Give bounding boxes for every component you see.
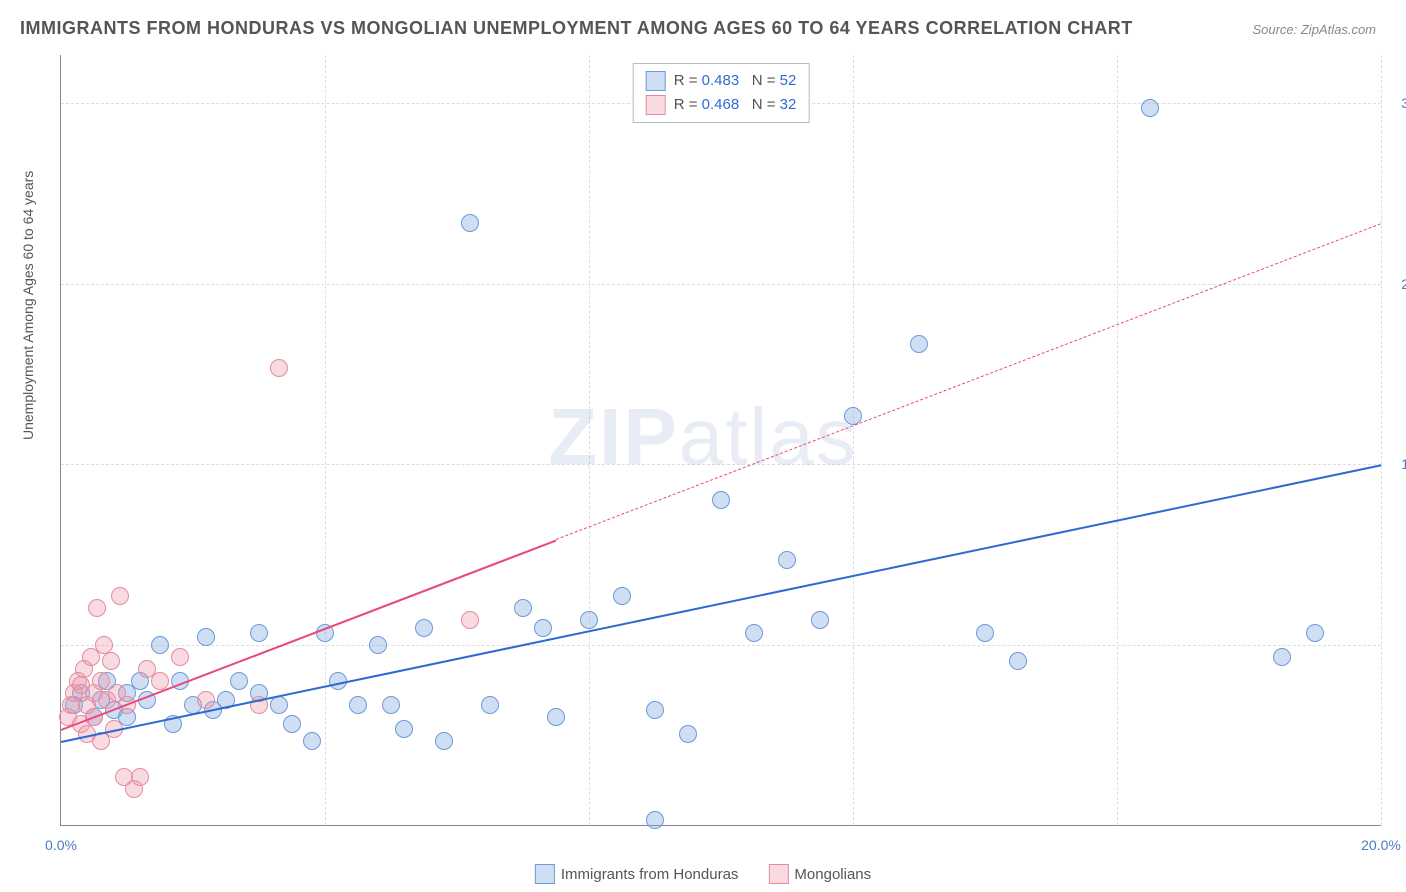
- scatter-point: [547, 708, 565, 726]
- scatter-point: [1141, 99, 1159, 117]
- scatter-point: [976, 624, 994, 642]
- scatter-point: [283, 715, 301, 733]
- scatter-point: [230, 672, 248, 690]
- legend-stats-text: R = 0.483 N = 52: [674, 69, 797, 93]
- legend-swatch: [646, 95, 666, 115]
- scatter-point: [171, 648, 189, 666]
- legend-swatch: [535, 864, 555, 884]
- scatter-point: [481, 696, 499, 714]
- source-label: Source: ZipAtlas.com: [1252, 22, 1376, 37]
- gridline-vertical: [325, 55, 326, 825]
- scatter-point: [514, 599, 532, 617]
- y-tick-label: 15.0%: [1386, 456, 1406, 472]
- scatter-point: [102, 652, 120, 670]
- scatter-point: [534, 619, 552, 637]
- legend-item: Mongolians: [768, 864, 871, 884]
- legend-stats-row: R = 0.468 N = 32: [646, 93, 797, 117]
- scatter-point: [580, 611, 598, 629]
- x-tick-label: 20.0%: [1361, 837, 1401, 853]
- legend-stats-row: R = 0.483 N = 52: [646, 69, 797, 93]
- scatter-point: [250, 624, 268, 642]
- scatter-point: [461, 214, 479, 232]
- gridline-horizontal: [61, 464, 1381, 465]
- scatter-point: [646, 701, 664, 719]
- scatter-point: [88, 599, 106, 617]
- scatter-point: [197, 628, 215, 646]
- scatter-point: [111, 587, 129, 605]
- scatter-point: [151, 636, 169, 654]
- legend-bottom: Immigrants from Honduras Mongolians: [535, 864, 871, 884]
- scatter-point: [151, 672, 169, 690]
- scatter-point: [646, 811, 664, 829]
- scatter-point: [435, 732, 453, 750]
- scatter-point: [382, 696, 400, 714]
- plot-area: 7.5%15.0%22.5%30.0%0.0%20.0%R = 0.483 N …: [60, 55, 1381, 826]
- scatter-point: [778, 551, 796, 569]
- legend-stats-text: R = 0.468 N = 32: [674, 93, 797, 117]
- scatter-point: [369, 636, 387, 654]
- scatter-point: [303, 732, 321, 750]
- scatter-point: [131, 768, 149, 786]
- legend-label: Mongolians: [794, 866, 871, 883]
- scatter-point: [1306, 624, 1324, 642]
- legend-swatch: [768, 864, 788, 884]
- y-tick-label: 7.5%: [1386, 637, 1406, 653]
- scatter-point: [1273, 648, 1291, 666]
- scatter-point: [1009, 652, 1027, 670]
- scatter-point: [679, 725, 697, 743]
- scatter-point: [270, 359, 288, 377]
- scatter-point: [197, 691, 215, 709]
- trendline: [556, 223, 1381, 540]
- gridline-horizontal: [61, 645, 1381, 646]
- legend-label: Immigrants from Honduras: [561, 866, 739, 883]
- chart-title: IMMIGRANTS FROM HONDURAS VS MONGOLIAN UN…: [20, 18, 1133, 39]
- scatter-point: [712, 491, 730, 509]
- y-axis-label: Unemployment Among Ages 60 to 64 years: [20, 171, 36, 440]
- gridline-horizontal: [61, 284, 1381, 285]
- gridline-vertical: [589, 55, 590, 825]
- gridline-vertical: [853, 55, 854, 825]
- legend-item: Immigrants from Honduras: [535, 864, 739, 884]
- legend-stats: R = 0.483 N = 52R = 0.468 N = 32: [633, 63, 810, 123]
- scatter-point: [395, 720, 413, 738]
- scatter-point: [349, 696, 367, 714]
- scatter-point: [92, 672, 110, 690]
- scatter-point: [613, 587, 631, 605]
- y-tick-label: 30.0%: [1386, 95, 1406, 111]
- x-tick-label: 0.0%: [45, 837, 77, 853]
- scatter-point: [461, 611, 479, 629]
- scatter-point: [910, 335, 928, 353]
- scatter-point: [95, 636, 113, 654]
- scatter-point: [415, 619, 433, 637]
- gridline-vertical: [1381, 55, 1382, 825]
- scatter-point: [745, 624, 763, 642]
- legend-swatch: [646, 71, 666, 91]
- y-tick-label: 22.5%: [1386, 276, 1406, 292]
- gridline-vertical: [1117, 55, 1118, 825]
- scatter-point: [811, 611, 829, 629]
